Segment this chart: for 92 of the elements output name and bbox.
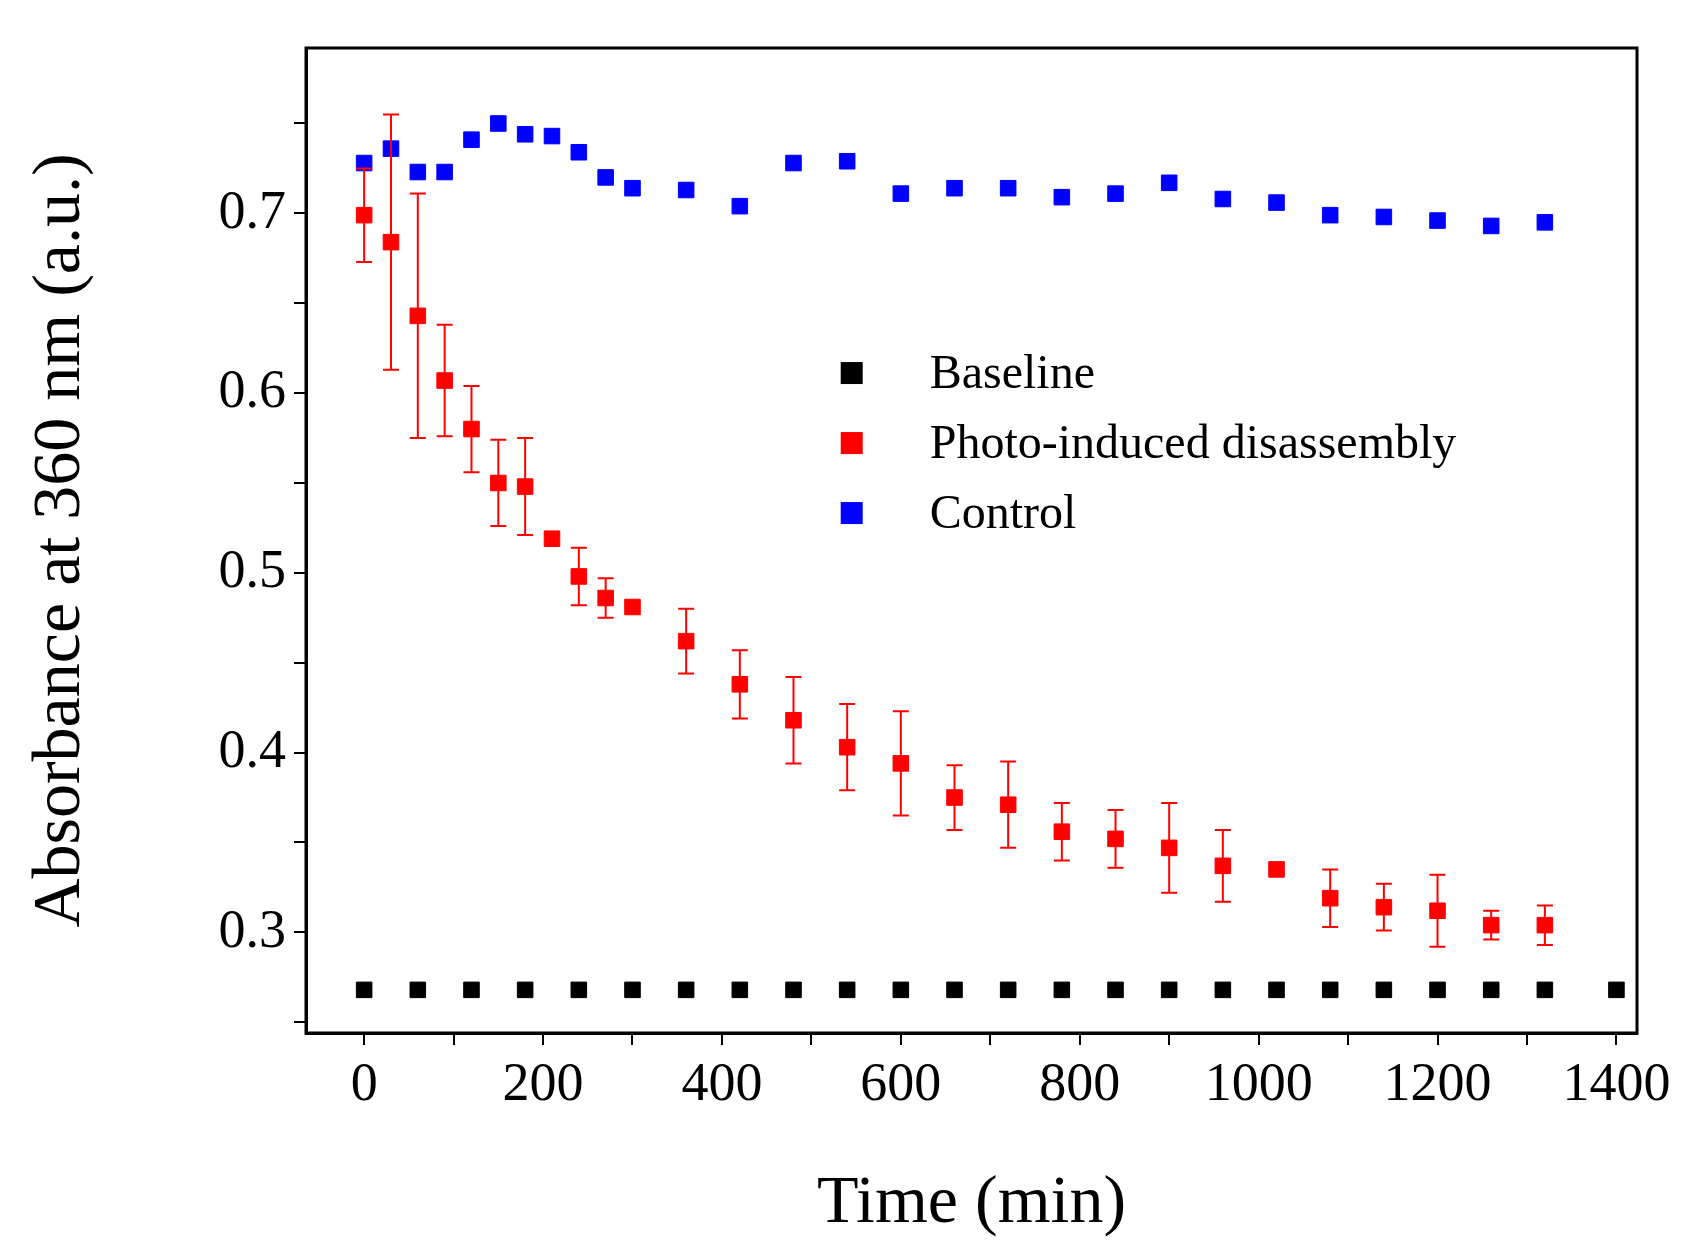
point <box>1053 188 1071 206</box>
point <box>516 478 534 495</box>
point <box>543 530 561 547</box>
point <box>409 981 427 999</box>
x-tick-label: 1400 <box>1562 1051 1671 1112</box>
point <box>677 632 695 650</box>
y-tick-label: 0.6 <box>218 359 286 420</box>
point <box>1160 174 1178 192</box>
point <box>1214 981 1232 999</box>
legend-label: Baseline <box>929 344 1095 398</box>
point <box>1536 916 1554 934</box>
point <box>1053 981 1071 999</box>
point <box>785 154 802 172</box>
point <box>409 307 427 325</box>
point <box>1321 981 1339 999</box>
point <box>838 738 856 756</box>
point <box>1482 916 1500 934</box>
point <box>1160 839 1178 857</box>
point <box>999 796 1017 813</box>
point <box>1375 898 1393 916</box>
point <box>624 981 641 999</box>
point <box>463 981 480 999</box>
point <box>463 131 480 148</box>
point <box>1536 214 1554 231</box>
x-tick-label: 0 <box>350 1051 378 1112</box>
y-tick-label: 0.7 <box>218 179 286 240</box>
x-tick-label: 600 <box>860 1051 942 1112</box>
y-tick-label: 0.4 <box>218 718 286 779</box>
point <box>1482 981 1500 999</box>
point <box>1214 857 1232 875</box>
point <box>1429 902 1446 920</box>
point <box>436 163 453 181</box>
point <box>999 179 1017 197</box>
point <box>946 981 963 999</box>
legend-label: Control <box>929 484 1077 538</box>
point <box>892 185 910 202</box>
point <box>999 981 1017 999</box>
point <box>1429 981 1446 999</box>
point <box>731 981 749 999</box>
point <box>1268 981 1285 999</box>
point <box>838 152 856 170</box>
point <box>490 115 507 132</box>
point <box>1268 194 1285 211</box>
point <box>570 981 588 999</box>
point <box>1214 190 1232 208</box>
x-tick-label: 400 <box>681 1051 763 1112</box>
point <box>892 981 910 999</box>
point <box>785 981 802 999</box>
point <box>1107 830 1124 848</box>
point <box>785 711 802 729</box>
point <box>677 181 695 199</box>
point <box>946 179 963 197</box>
point <box>1321 206 1339 224</box>
point <box>409 163 427 181</box>
point <box>1608 981 1625 999</box>
point <box>516 126 534 143</box>
point <box>543 127 561 145</box>
point <box>355 206 373 224</box>
point <box>624 179 641 197</box>
x-tick-label: 800 <box>1039 1051 1121 1112</box>
point <box>1321 889 1339 907</box>
point <box>436 372 453 389</box>
point <box>516 981 534 999</box>
point <box>731 197 749 215</box>
point <box>838 981 856 999</box>
point <box>1268 861 1285 878</box>
point <box>624 598 641 616</box>
point <box>1375 208 1393 226</box>
point <box>1107 185 1124 202</box>
point <box>1375 981 1393 999</box>
point <box>597 169 614 186</box>
x-tick-label: 1200 <box>1383 1051 1492 1112</box>
x-tick-label: 1000 <box>1204 1051 1313 1112</box>
point <box>946 789 963 806</box>
legend-label: Photo-induced disassembly <box>929 414 1457 468</box>
point <box>1053 823 1071 840</box>
point <box>1160 981 1178 999</box>
point <box>677 981 695 999</box>
y-axis-title: Absorbance at 360 nm (a.u.) <box>17 153 94 928</box>
x-axis-title: Time (min) <box>816 1161 1127 1238</box>
x-tick-label: 200 <box>502 1051 584 1112</box>
y-tick-label: 0.5 <box>218 539 286 600</box>
point <box>570 568 588 585</box>
point <box>1536 981 1554 999</box>
y-tick-label: 0.3 <box>218 898 286 959</box>
point <box>1482 217 1500 235</box>
point <box>892 755 910 772</box>
point <box>1107 981 1124 999</box>
point <box>355 981 373 999</box>
point <box>731 676 749 693</box>
point <box>1429 212 1446 229</box>
point <box>570 143 588 161</box>
